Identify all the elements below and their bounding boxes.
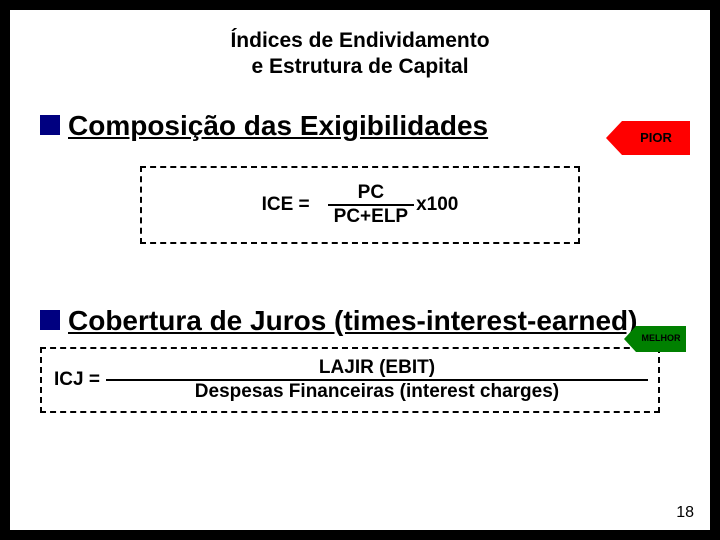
formula-1-fraction: PC PC+ELP: [328, 182, 414, 228]
bullet-square-icon: [40, 310, 60, 330]
section-2: Cobertura de Juros (times-interest-earne…: [40, 304, 680, 338]
formula-1-denominator: PC+ELP: [328, 206, 414, 228]
section-2-heading: Cobertura de Juros (times-interest-earne…: [68, 304, 637, 338]
pior-badge-label: PIOR: [640, 130, 672, 145]
melhor-badge: MELHOR: [636, 326, 686, 352]
pior-badge: PIOR: [622, 121, 690, 155]
formula-1-container: ICE = PC PC+ELP x100: [140, 166, 580, 244]
bullet-square-icon: [40, 115, 60, 135]
melhor-badge-label: MELHOR: [642, 334, 681, 343]
page-number: 18: [676, 504, 694, 522]
slide: Índices de Endividamento e Estrutura de …: [10, 10, 710, 530]
formula-1-box: ICE = PC PC+ELP x100: [140, 166, 580, 244]
formula-1-numerator: PC: [352, 182, 390, 204]
formula-2-box: ICJ = LAJIR (EBIT) Despesas Financeiras …: [40, 347, 660, 413]
title-line-2: e Estrutura de Capital: [251, 55, 468, 78]
section-1-heading: Composição das Exigibilidades: [68, 109, 488, 143]
title-line-1: Índices de Endividamento: [230, 29, 489, 52]
formula-1-lhs: ICE =: [262, 194, 310, 216]
formula-2-lhs: ICJ =: [54, 369, 100, 391]
formula-1-tail: x100: [416, 194, 458, 216]
formula-2-denominator: Despesas Financeiras (interest charges): [183, 381, 571, 403]
slide-title: Índices de Endividamento e Estrutura de …: [40, 28, 680, 81]
formula-2-fraction: LAJIR (EBIT) Despesas Financeiras (inter…: [106, 357, 648, 403]
section-1: Composição das Exigibilidades PIOR: [40, 109, 680, 143]
formula-2-container: ICJ = LAJIR (EBIT) Despesas Financeiras …: [40, 347, 660, 413]
formula-2-numerator: LAJIR (EBIT): [307, 357, 447, 379]
